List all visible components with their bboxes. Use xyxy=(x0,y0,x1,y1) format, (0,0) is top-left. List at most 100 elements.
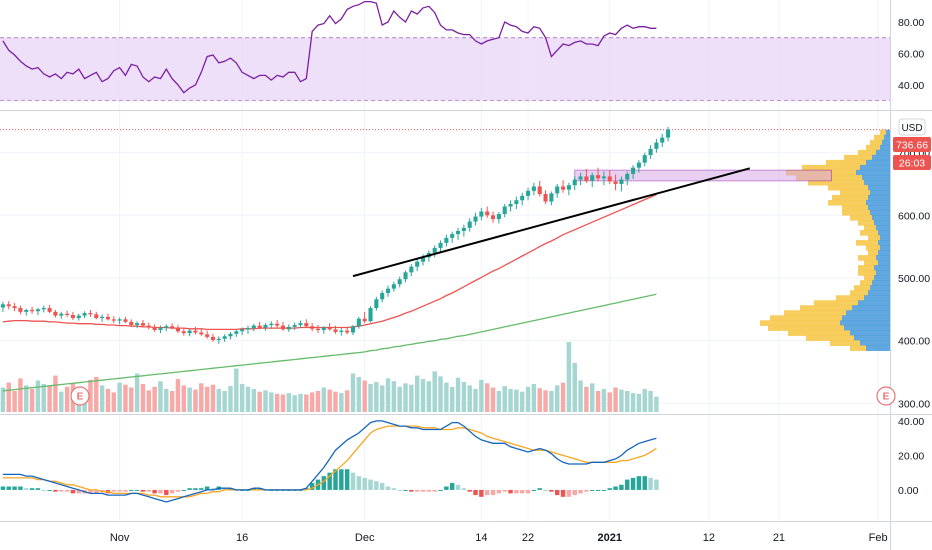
volume-bar xyxy=(519,391,525,412)
candle-body xyxy=(403,272,408,280)
date-axis-label: Nov xyxy=(110,532,130,544)
volume-bar xyxy=(18,378,23,412)
volume-profile-down-bar xyxy=(860,230,878,236)
volume-profile-down-bar xyxy=(828,199,866,206)
volume-bar xyxy=(339,393,344,412)
date-axis-label: 22 xyxy=(522,532,534,544)
volume-profile-down-bar xyxy=(770,315,842,321)
volume-bar xyxy=(134,373,140,412)
date-axis-label: 12 xyxy=(703,532,715,544)
macd-histogram-bar xyxy=(555,489,560,496)
candle-body xyxy=(286,326,291,330)
candle-body xyxy=(380,293,385,300)
volume-bar xyxy=(228,386,233,412)
price-pane[interactable] xyxy=(0,126,890,412)
candle-body xyxy=(479,211,484,217)
volume-profile-up-bar xyxy=(870,189,890,196)
volume-bar xyxy=(444,382,449,412)
macd-histogram-bar xyxy=(496,489,502,494)
macd-pane[interactable] xyxy=(0,420,659,503)
rsi-pane[interactable] xyxy=(0,0,890,101)
volume-bar xyxy=(549,391,554,412)
macd-histogram-bar xyxy=(152,489,157,494)
support-zone[interactable] xyxy=(574,169,832,182)
volume-bar xyxy=(484,383,490,412)
trendline[interactable] xyxy=(352,167,751,278)
volume-bar xyxy=(204,386,210,412)
candle-body xyxy=(135,323,140,325)
macd-histogram-bar xyxy=(537,488,542,490)
macd-histogram-bar xyxy=(549,489,554,492)
candle-body xyxy=(339,330,344,332)
volume-bar xyxy=(409,384,414,412)
volume-bar xyxy=(566,342,572,412)
volume-bar xyxy=(99,385,105,412)
candle-body xyxy=(531,186,536,191)
currency-button[interactable]: USD xyxy=(898,118,926,136)
volume-bar xyxy=(111,392,116,412)
candle-body xyxy=(520,195,525,201)
volume-profile-up-bar xyxy=(872,215,890,221)
volume-profile-down-bar xyxy=(858,255,876,261)
volume-profile-up-bar xyxy=(868,184,890,191)
candle-body xyxy=(280,325,286,330)
volume-profile-down-bar xyxy=(850,215,872,221)
earnings-marker-right[interactable]: E xyxy=(876,386,896,406)
volume-profile-up-bar xyxy=(880,235,890,241)
price-tick-label: 500.00 xyxy=(898,273,930,285)
candle-body xyxy=(187,330,192,334)
rsi-line xyxy=(2,0,657,94)
candle-body xyxy=(59,313,64,316)
volume-bar xyxy=(181,385,187,412)
axes: 80.0060.0040.00700.00600.00500.00400.003… xyxy=(110,17,930,544)
volume-bar xyxy=(496,391,502,412)
volume-bar xyxy=(601,388,607,412)
volume-bar xyxy=(187,387,192,412)
volume-profile-down-bar xyxy=(806,335,854,341)
date-axis-label: 14 xyxy=(475,532,487,544)
macd-histogram-bar xyxy=(164,489,169,496)
macd-histogram-bar xyxy=(409,489,414,492)
macd-histogram-bar xyxy=(309,483,315,490)
macd-histogram-bar xyxy=(397,489,402,491)
volume-profile-up-bar xyxy=(872,280,890,286)
rsi-band xyxy=(0,37,890,101)
candle-body xyxy=(65,313,70,315)
candle-body xyxy=(18,308,23,312)
candle-body xyxy=(432,247,437,253)
candle-body xyxy=(181,331,186,334)
earnings-marker-left[interactable]: E xyxy=(70,386,90,406)
volume-profile-down-bar xyxy=(808,179,864,186)
macd-histogram-bar xyxy=(350,472,356,490)
candle-body xyxy=(105,316,110,320)
volume-bar xyxy=(304,394,309,412)
candle-body xyxy=(321,327,326,331)
candle-body xyxy=(607,176,612,182)
volume-bar xyxy=(274,393,280,412)
volume-profile-up-bar xyxy=(876,149,890,156)
candle-body xyxy=(455,230,461,235)
macd-histogram-bar xyxy=(321,476,327,490)
volume-bar xyxy=(414,375,420,412)
volume-profile-down-bar xyxy=(864,275,874,281)
candle-body xyxy=(199,332,204,335)
volume-profile-up-bar xyxy=(884,134,890,141)
volume-profile-down-bar xyxy=(850,345,866,351)
volume-profile-up-bar xyxy=(850,330,890,336)
candle-body xyxy=(485,211,490,216)
candle-body xyxy=(490,215,496,220)
volume-profile-down-bar xyxy=(850,290,868,296)
macd-histogram-bar xyxy=(420,489,426,492)
macd-histogram-bar xyxy=(514,489,519,494)
volume-profile-down-bar xyxy=(826,159,866,166)
volume-bar xyxy=(123,384,128,412)
volume-bar xyxy=(193,389,198,412)
candle-body xyxy=(572,179,577,186)
volume-profile-down-bar xyxy=(844,154,872,161)
candle-body xyxy=(601,176,606,179)
volume-bar xyxy=(356,377,362,412)
candle-body xyxy=(514,200,519,205)
volume-profile-up-bar xyxy=(864,179,890,186)
volume-bar xyxy=(368,384,373,412)
